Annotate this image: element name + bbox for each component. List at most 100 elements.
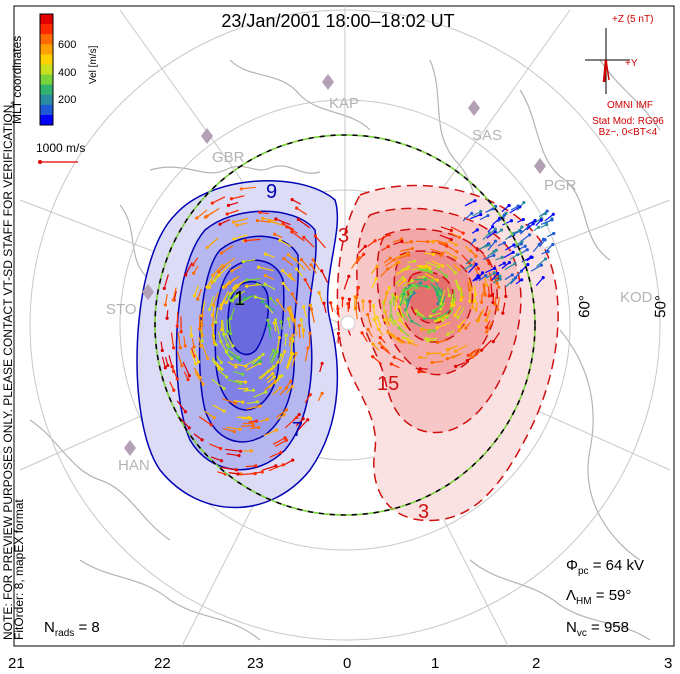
- velocity-vector: [411, 320, 421, 327]
- scale-vector-dot: [38, 160, 42, 164]
- velocity-vector-origin: [418, 367, 422, 371]
- velocity-vector: [423, 276, 434, 282]
- velocity-vector: [432, 303, 445, 312]
- velocity-vector: [461, 254, 470, 264]
- velocity-vector-origin: [211, 273, 215, 277]
- station-marker-kap: [322, 74, 334, 90]
- station-gbr: GBR: [212, 149, 245, 166]
- velocity-vector: [430, 282, 438, 292]
- velocity-vector-origin: [317, 291, 321, 295]
- velocity-vector-origin: [217, 270, 221, 274]
- velocity-vector-origin: [313, 234, 317, 238]
- velocity-vector-origin: [409, 319, 414, 323]
- velocity-vector: [283, 459, 293, 466]
- velocity-vector: [486, 231, 496, 239]
- velocity-vector: [287, 308, 294, 322]
- velocity-vector: [395, 268, 408, 275]
- velocity-vector-origin: [541, 237, 546, 241]
- velocity-vector: [372, 356, 383, 365]
- velocity-vector-origin: [260, 470, 264, 474]
- velocity-vector-origin: [526, 262, 530, 267]
- velocity-vector: [458, 319, 466, 328]
- velocity-vector: [318, 292, 323, 303]
- velocity-vector: [430, 312, 442, 317]
- velocity-vector-origin: [456, 285, 460, 289]
- velocity-vector-origin: [476, 266, 480, 271]
- velocity-vector: [251, 353, 264, 365]
- velocity-vector-origin: [233, 401, 237, 405]
- velocity-vector: [321, 270, 329, 283]
- velocity-vector-origin: [217, 273, 221, 277]
- velocity-vector: [433, 305, 443, 313]
- velocity-vector-origin: [499, 228, 504, 232]
- velocity-vector-origin: [413, 259, 417, 263]
- velocity-vector-origin: [537, 225, 541, 229]
- velocity-vector-origin: [401, 276, 405, 280]
- velocity-vector: [276, 409, 287, 418]
- velocity-vector: [390, 315, 397, 326]
- velocity-vector: [269, 220, 283, 226]
- velocity-vector: [399, 247, 413, 252]
- velocity-vector: [285, 385, 293, 395]
- velocity-vector-origin: [507, 203, 511, 208]
- velocity-colorbar: [39, 13, 54, 126]
- velocity-vector: [268, 325, 272, 339]
- velocity-vector-origin: [366, 327, 370, 332]
- velocity-vector-origin: [285, 225, 289, 229]
- velocity-vector-origin: [378, 335, 382, 340]
- velocity-vector-origin: [484, 318, 488, 323]
- velocity-vector-origin: [392, 296, 396, 300]
- velocity-vector-origin: [368, 299, 372, 304]
- velocity-vector-origin: [242, 296, 247, 300]
- velocity-vector: [201, 343, 209, 359]
- velocity-vector: [487, 240, 496, 251]
- velocity-vector: [190, 350, 197, 364]
- velocity-vector: [212, 311, 215, 326]
- velocity-vector: [236, 222, 248, 226]
- velocity-vector: [222, 398, 236, 404]
- velocity-vector-origin: [412, 291, 416, 295]
- velocity-vector-origin: [512, 243, 516, 247]
- velocity-vector-origin: [249, 449, 254, 453]
- velocity-vector: [227, 352, 241, 361]
- velocity-vector: [185, 262, 193, 276]
- hm-boundary-latitude: ΛHM = 59°: [566, 587, 631, 607]
- colorbar-segment: [40, 74, 53, 86]
- velocity-vector-origin: [227, 295, 231, 299]
- velocity-vector-origin: [258, 210, 262, 215]
- velocity-vector-origin: [386, 267, 390, 271]
- velocity-vector-origin: [439, 307, 443, 311]
- velocity-vector-origin: [303, 278, 307, 282]
- velocity-vector-origin: [388, 318, 392, 322]
- velocity-vector: [287, 353, 294, 370]
- velocity-vector: [314, 235, 327, 249]
- velocity-vector-origin: [302, 305, 306, 309]
- velocity-vector: [289, 307, 295, 320]
- velocity-vector-origin: [424, 284, 428, 289]
- velocity-vector: [504, 285, 507, 297]
- velocity-vector-origin: [452, 303, 456, 307]
- velocity-vector-origin: [539, 263, 543, 267]
- velocity-vector-origin: [336, 331, 341, 336]
- velocity-vector-origin: [195, 216, 199, 220]
- velocity-vector-origin: [212, 416, 216, 420]
- velocity-vector: [286, 226, 299, 234]
- velocity-vector: [206, 237, 219, 248]
- velocity-vector-origin: [261, 216, 265, 221]
- velocity-vector-origin: [243, 380, 248, 384]
- velocity-vector-origin: [273, 379, 278, 383]
- velocity-vector: [219, 219, 231, 225]
- velocity-vector-origin: [299, 257, 304, 262]
- velocity-vector-origin: [479, 209, 483, 214]
- velocity-vector: [462, 212, 473, 222]
- velocity-vector-origin: [388, 256, 392, 260]
- velocity-vector: [372, 305, 376, 318]
- velocity-vector: [486, 321, 493, 333]
- velocity-vector-origin: [389, 362, 393, 366]
- velocity-vector-origin: [465, 358, 469, 363]
- velocity-vector-origin: [286, 317, 291, 321]
- velocity-vector-origin: [236, 472, 240, 476]
- velocity-vector: [240, 296, 251, 304]
- velocity-vector-origin: [283, 436, 287, 440]
- velocity-vector-origin: [473, 299, 477, 303]
